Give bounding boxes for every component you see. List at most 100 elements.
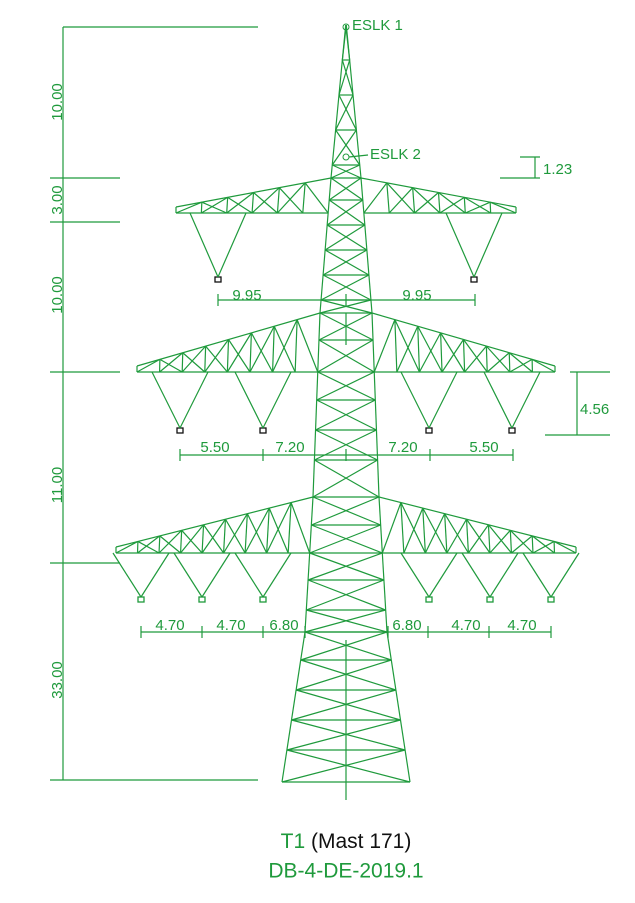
member bbox=[311, 497, 379, 525]
member bbox=[251, 333, 272, 372]
member bbox=[204, 525, 224, 553]
member bbox=[446, 213, 474, 277]
member bbox=[218, 213, 246, 277]
member bbox=[301, 632, 305, 660]
member bbox=[319, 313, 320, 340]
member bbox=[371, 300, 372, 313]
member bbox=[346, 25, 349, 60]
member bbox=[287, 720, 292, 750]
member bbox=[464, 340, 488, 373]
member bbox=[375, 400, 376, 430]
member bbox=[176, 178, 331, 207]
member bbox=[462, 553, 490, 597]
insulator bbox=[260, 597, 266, 602]
member bbox=[373, 340, 374, 372]
member bbox=[228, 197, 252, 213]
member bbox=[314, 460, 379, 497]
member bbox=[374, 372, 375, 400]
member bbox=[174, 553, 202, 597]
member bbox=[319, 340, 374, 372]
span-label: 4.70 bbox=[451, 617, 480, 634]
insulator bbox=[487, 597, 493, 602]
member bbox=[311, 497, 313, 525]
member bbox=[327, 225, 367, 250]
member bbox=[235, 553, 263, 597]
member bbox=[329, 178, 331, 200]
member bbox=[287, 720, 401, 750]
member bbox=[387, 632, 391, 660]
member bbox=[305, 610, 306, 632]
member bbox=[395, 320, 420, 372]
member bbox=[323, 250, 325, 275]
member bbox=[183, 353, 205, 372]
member bbox=[229, 340, 250, 373]
member bbox=[323, 275, 371, 300]
member bbox=[401, 503, 404, 553]
member bbox=[296, 660, 301, 690]
member bbox=[361, 178, 516, 207]
member bbox=[245, 514, 247, 553]
member bbox=[382, 503, 401, 553]
height-label: 11.00 bbox=[49, 467, 66, 503]
span-label: 6.80 bbox=[269, 617, 298, 634]
member bbox=[510, 530, 511, 553]
member bbox=[325, 225, 327, 250]
eslk2-label: ESLK 2 bbox=[370, 146, 421, 163]
member bbox=[369, 275, 371, 300]
mast-name: (Mast 171) bbox=[311, 830, 411, 853]
member bbox=[474, 213, 502, 277]
member bbox=[441, 333, 442, 372]
caption-title: T1 (Mast 171) bbox=[281, 830, 412, 853]
member bbox=[447, 519, 467, 553]
member bbox=[224, 519, 226, 553]
member bbox=[532, 359, 555, 372]
member bbox=[400, 720, 405, 750]
member bbox=[490, 553, 518, 597]
offset-label: 1.23 bbox=[543, 161, 572, 178]
member bbox=[387, 183, 389, 213]
member bbox=[419, 333, 440, 372]
member bbox=[551, 553, 579, 597]
member bbox=[401, 372, 429, 428]
member bbox=[423, 508, 447, 553]
member bbox=[235, 372, 263, 428]
member bbox=[202, 553, 230, 597]
member bbox=[332, 130, 335, 165]
member bbox=[386, 610, 387, 632]
member bbox=[305, 632, 391, 660]
member bbox=[282, 750, 405, 782]
member bbox=[227, 197, 228, 213]
member bbox=[113, 553, 141, 597]
height-label: 33.00 bbox=[49, 661, 66, 699]
member bbox=[274, 326, 295, 372]
member bbox=[138, 541, 159, 553]
member bbox=[374, 320, 395, 372]
tower-name: T1 bbox=[281, 830, 306, 853]
member bbox=[180, 372, 208, 428]
member bbox=[325, 225, 365, 250]
insulator bbox=[260, 428, 266, 433]
member bbox=[464, 340, 465, 373]
member bbox=[533, 541, 554, 553]
member bbox=[423, 508, 426, 553]
member bbox=[137, 313, 320, 366]
member bbox=[378, 460, 379, 497]
insulator bbox=[509, 428, 515, 433]
member bbox=[365, 225, 367, 250]
member bbox=[318, 340, 319, 372]
member bbox=[245, 508, 269, 553]
insulator bbox=[177, 428, 183, 433]
member bbox=[305, 183, 328, 213]
member bbox=[225, 519, 245, 553]
member bbox=[202, 525, 203, 553]
member bbox=[296, 660, 391, 690]
member bbox=[442, 340, 463, 373]
member bbox=[176, 202, 202, 213]
span-label: 6.80 bbox=[392, 617, 421, 634]
member bbox=[288, 503, 291, 553]
member bbox=[292, 690, 396, 720]
member bbox=[321, 275, 323, 300]
member bbox=[331, 178, 363, 200]
member bbox=[321, 275, 369, 300]
member bbox=[141, 553, 169, 597]
